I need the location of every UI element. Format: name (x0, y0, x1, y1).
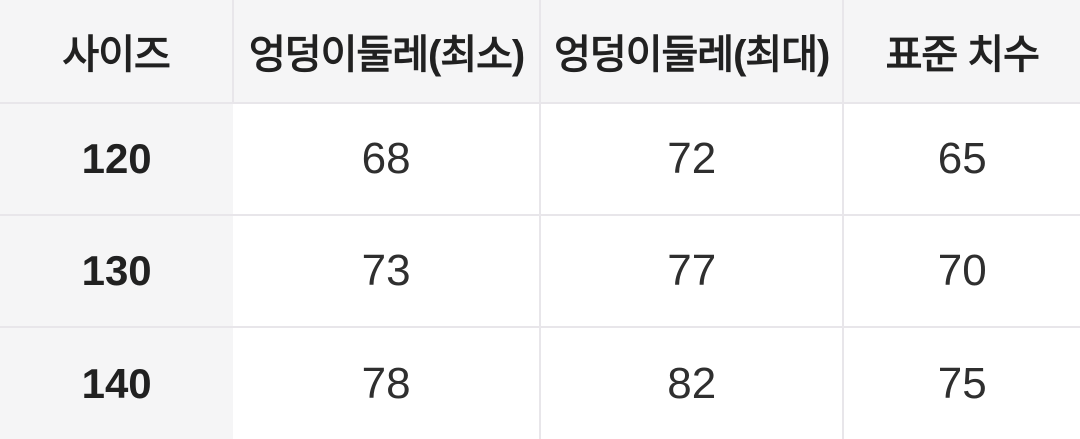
header-row: 사이즈 엉덩이둘레(최소) 엉덩이둘레(최대) 표준 치수 (0, 0, 1080, 103)
size-chart-header: 사이즈 엉덩이둘레(최소) 엉덩이둘레(최대) 표준 치수 (0, 0, 1080, 103)
size-chart-body: 120 68 72 65 130 73 77 70 140 78 82 75 (0, 102, 1080, 439)
standard-cell: 70 (842, 214, 1080, 327)
hip-max-cell: 77 (538, 214, 844, 327)
size-cell: 140 (0, 326, 234, 439)
standard-cell: 65 (842, 102, 1080, 215)
hip-min-cell: 73 (233, 214, 540, 327)
table-row: 120 68 72 65 (0, 102, 1080, 215)
hip-max-cell: 82 (538, 326, 844, 439)
table-row: 140 78 82 75 (0, 326, 1080, 439)
hip-max-cell: 72 (538, 102, 844, 215)
hip-min-cell: 78 (233, 326, 540, 439)
column-header-size: 사이즈 (0, 0, 234, 103)
column-header-standard: 표준 치수 (842, 0, 1080, 103)
standard-cell: 75 (842, 326, 1080, 439)
column-header-hip-min: 엉덩이둘레(최소) (232, 0, 540, 103)
size-cell: 130 (0, 214, 234, 327)
table-row: 130 73 77 70 (0, 214, 1080, 327)
size-cell: 120 (0, 102, 234, 215)
hip-min-cell: 68 (233, 102, 540, 215)
column-header-hip-max: 엉덩이둘레(최대) (538, 0, 844, 103)
